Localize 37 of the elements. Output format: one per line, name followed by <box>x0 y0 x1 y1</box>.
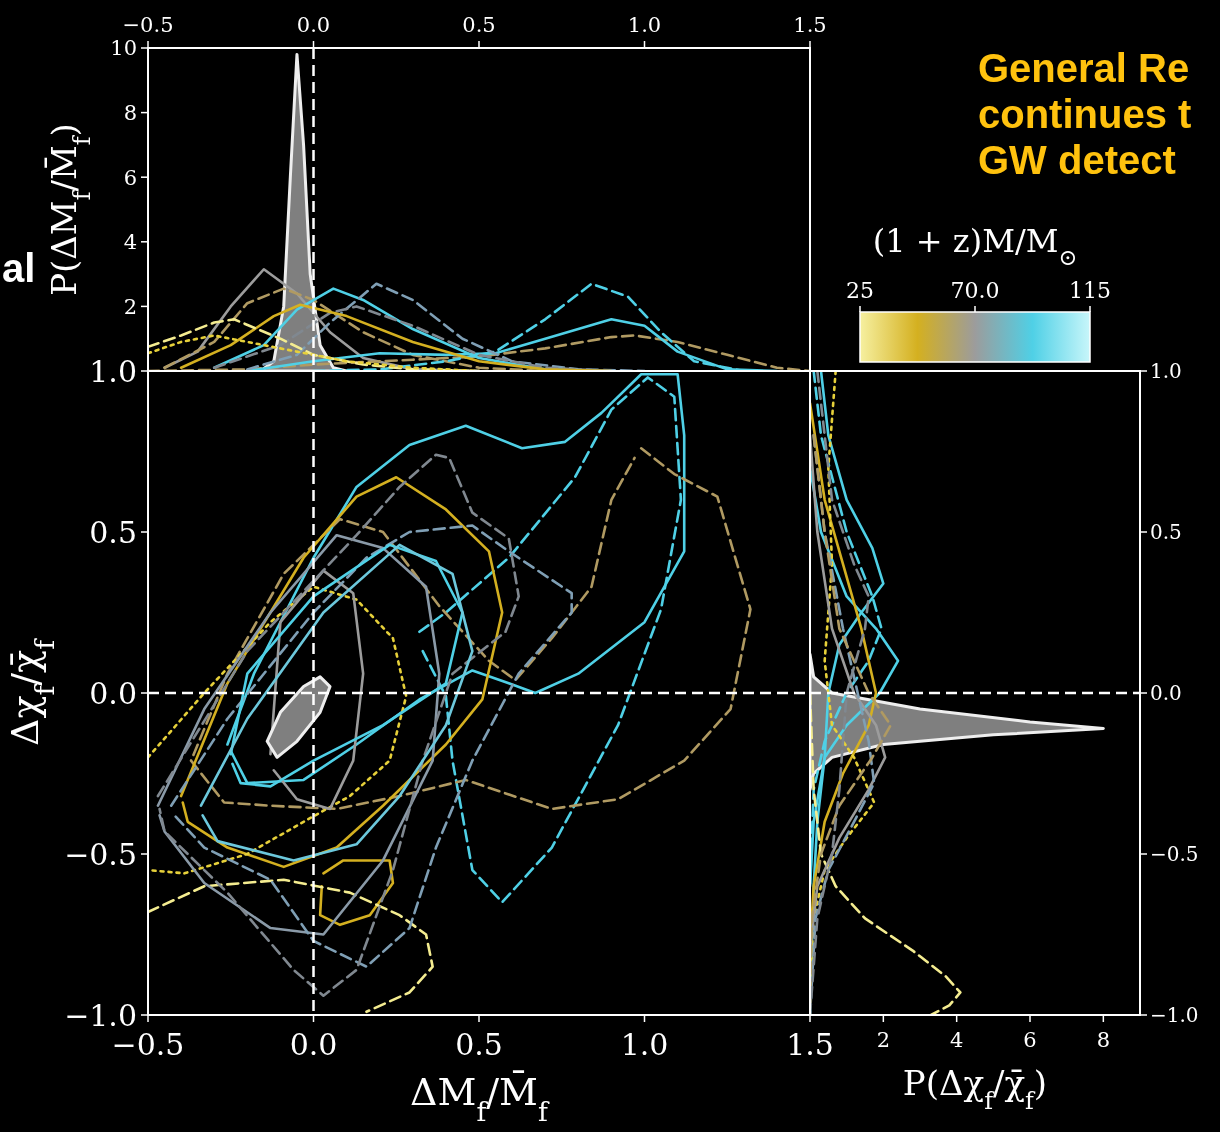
x-tick-label: 0.5 <box>455 1027 503 1062</box>
color-bar-label: 115 <box>1069 278 1111 303</box>
y2-tick-label: 0.5 <box>1150 520 1182 544</box>
text: continues t <box>978 92 1192 136</box>
y-tick-label: 10 <box>110 36 137 61</box>
y2-tick-label: 0.0 <box>1150 681 1182 705</box>
y-tick-label: 0.5 <box>89 514 137 550</box>
x-tick-label: 0.0 <box>289 1027 338 1062</box>
x-tick-label: 2 <box>876 1028 891 1052</box>
y-tick-label: −0.5 <box>64 836 137 872</box>
y2-tick-label: −1.0 <box>1150 1003 1199 1027</box>
color-bar-label: 25 <box>846 278 874 303</box>
y2-tick-label: 1.0 <box>1150 359 1182 383</box>
x-tick-label: 1.0 <box>620 1027 669 1062</box>
y-tick-label: −1.0 <box>64 997 137 1033</box>
x-tick-label: 4 <box>949 1028 964 1052</box>
x-axis-title: ΔM$_{f}$/M̄$_{f}$ <box>410 1070 551 1127</box>
y-tick-label: 2 <box>123 294 137 319</box>
x-tick-label: 1.5 <box>786 1027 834 1062</box>
x-tick-label: 0.5 <box>462 13 496 37</box>
y-tick-label: 6 <box>123 165 137 190</box>
x-tick-label: 1.5 <box>793 13 827 37</box>
x-tick-label: 6 <box>1023 1028 1037 1052</box>
text: al <box>2 246 36 290</box>
color-bar-label: 70.0 <box>950 278 1000 303</box>
y-tick-label: 8 <box>123 100 137 125</box>
x-tick-label: 0.0 <box>296 13 331 37</box>
x-tick-label: 8 <box>1096 1028 1111 1052</box>
y2-tick-label: −0.5 <box>1150 842 1199 866</box>
text: GW detect <box>978 138 1176 182</box>
y-tick-label: 0.0 <box>89 675 137 711</box>
text: General Re <box>978 46 1190 90</box>
x-tick-label: 1.0 <box>627 13 662 37</box>
y-tick-label: 1.0 <box>89 353 137 389</box>
color-bar-title: (1 + z)M/M$_{⊙}$ <box>872 222 1078 270</box>
x-axis-title: P(Δχ$_{f}$/χ̄$_{f}$) <box>902 1063 1048 1115</box>
y-tick-label: 4 <box>123 230 137 255</box>
